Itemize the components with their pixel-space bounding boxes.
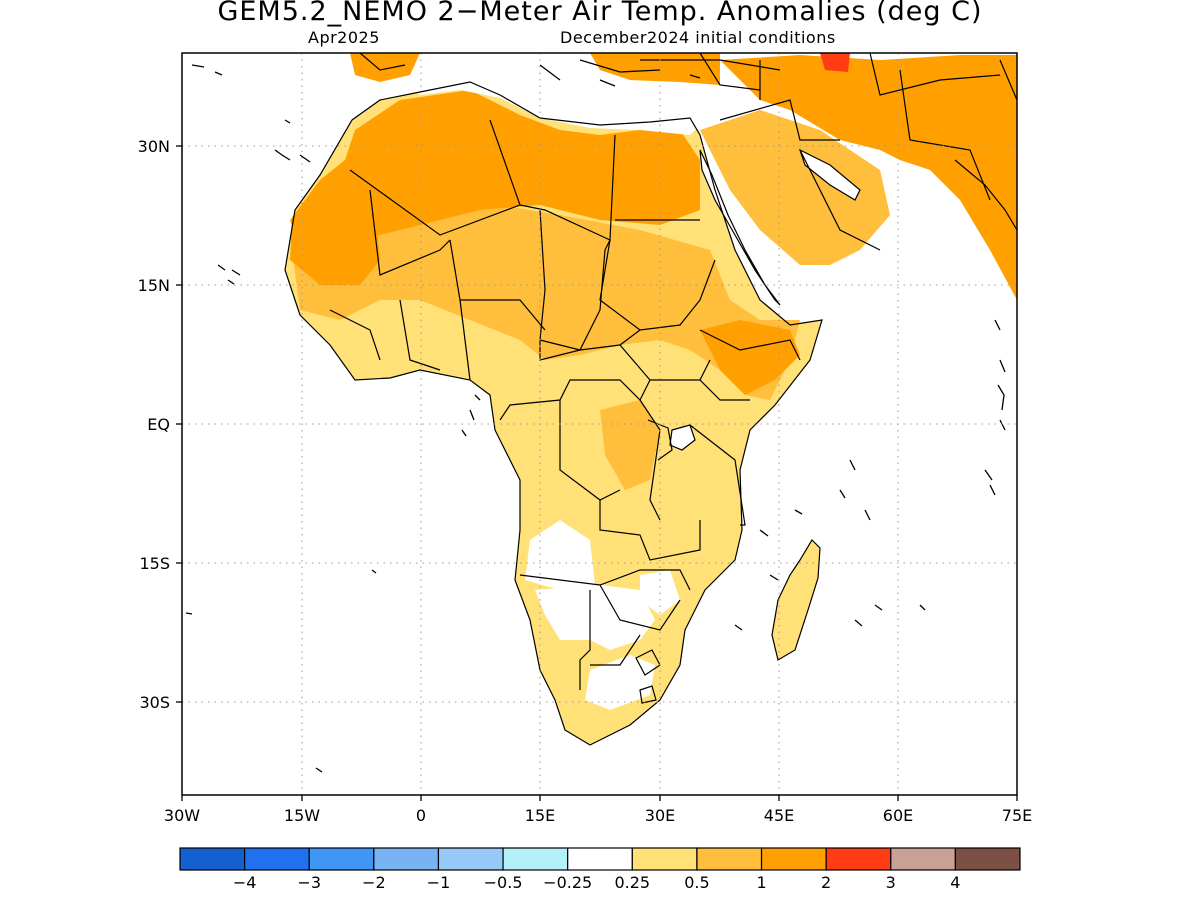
- grid-lines: [182, 53, 1017, 795]
- y-tick-label: 15N: [138, 276, 170, 295]
- y-tick-label: 30S: [139, 693, 170, 712]
- colorbar-swatch: [373, 847, 440, 871]
- mediterranean-sea: [400, 78, 700, 135]
- anomaly-1-2-iberia: [350, 53, 420, 82]
- colorbar-swatch: [890, 847, 956, 871]
- colorbar-label: −0.25: [543, 873, 592, 892]
- x-tick-label: 60E: [883, 806, 913, 825]
- colorbar-label: −4: [233, 873, 257, 892]
- madagascar: [771, 539, 821, 661]
- colorbar-swatch: [760, 847, 827, 871]
- colorbar-swatch: [696, 847, 763, 871]
- colorbar-label: 0.25: [614, 873, 650, 892]
- x-tick-label: 15W: [284, 806, 320, 825]
- neutral-region-south-africa: [585, 655, 655, 710]
- colorbar-swatch: [567, 847, 633, 871]
- islands: [185, 59, 1006, 773]
- x-axis: [181, 795, 1018, 801]
- colorbar-swatch: [954, 847, 1021, 871]
- anomaly-1-2-horn: [700, 320, 800, 395]
- anomaly-1-2-mauritania: [290, 200, 380, 285]
- colorbar-swatch: [308, 847, 375, 871]
- map-content: [182, 53, 1017, 795]
- anomaly-1-2-sahara: [290, 90, 700, 250]
- y-tick-label: EQ: [147, 415, 170, 434]
- colorbar-label: −3: [297, 873, 321, 892]
- anomaly-2-3-hotspot: [820, 53, 850, 72]
- colorbar-swatch: [502, 847, 569, 871]
- country-borders: [284, 53, 1017, 746]
- initial-conditions-label: December2024 initial conditions: [560, 28, 836, 47]
- chart-title: GEM5.2_NEMO 2−Meter Air Temp. Anomalies …: [217, 0, 983, 27]
- colorbar-labels: −4 −3 −2 −1 −0.5 −0.25 0.25 0.5 1 2 3 4: [233, 873, 961, 892]
- neutral-region-namibia-botswana: [535, 585, 655, 650]
- colorbar-label: 3: [886, 873, 896, 892]
- colorbar: [179, 847, 1021, 871]
- colorbar-label: −2: [362, 873, 386, 892]
- x-tick-label: 45E: [764, 806, 794, 825]
- colorbar-swatch: [631, 847, 698, 871]
- y-tick-label: 15S: [139, 554, 170, 573]
- x-tick-label: 30E: [645, 806, 675, 825]
- colorbar-label: 2: [821, 873, 831, 892]
- colorbar-label: −1: [427, 873, 451, 892]
- colorbar-label: 0.5: [684, 873, 709, 892]
- persian-gulf: [798, 148, 861, 201]
- colorbar-swatch: [825, 847, 892, 871]
- y-axis: [176, 145, 182, 703]
- x-tick-label: 75E: [1002, 806, 1032, 825]
- forecast-month: Apr2025: [308, 28, 380, 47]
- anomaly-05-1-east-africa: [600, 400, 660, 490]
- x-tick-label: 30W: [164, 806, 200, 825]
- anomaly-05-1-sahel: [290, 205, 800, 400]
- x-tick-label: 15E: [525, 806, 555, 825]
- colorbar-label: 4: [950, 873, 960, 892]
- anomaly-1-2-turkey: [590, 53, 720, 85]
- anomaly-05-1-arabia: [700, 110, 890, 265]
- x-tick-label: 0: [416, 806, 426, 825]
- colorbar-swatch: [244, 847, 310, 871]
- neutral-region-angola: [525, 520, 595, 590]
- red-sea: [699, 149, 781, 306]
- colorbar-swatch: [179, 847, 246, 871]
- colorbar-swatch: [437, 847, 504, 871]
- y-tick-label: 30N: [138, 137, 170, 156]
- colorbar-label: −0.5: [484, 873, 523, 892]
- anomaly-1-2-iran: [720, 55, 1017, 300]
- colorbar-label: 1: [756, 873, 766, 892]
